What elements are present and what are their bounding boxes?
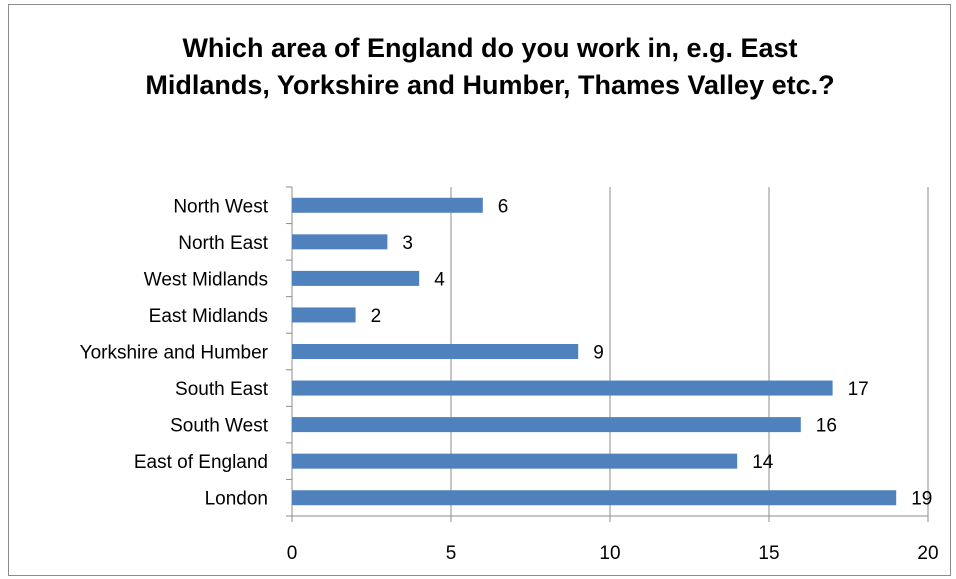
data-label: 2 [371,306,382,327]
x-tick-label: 5 [446,543,457,564]
chart-frame [8,4,951,576]
category-label: North East [178,233,268,254]
data-label: 14 [752,452,774,473]
bar [292,344,579,359]
category-label: West Midlands [144,269,268,290]
data-label: 17 [848,379,869,400]
x-tick-label: 15 [758,543,779,564]
bar [292,307,356,323]
bars [292,197,897,506]
category-label: Yorkshire and Humber [80,343,269,364]
data-label: 19 [911,489,932,510]
x-tick-label: 10 [599,543,620,564]
chart-title: Which area of England do you work in, e.… [145,33,835,100]
category-label: South West [170,416,269,437]
bar [292,197,483,213]
bar [292,234,388,250]
data-label: 4 [434,269,445,290]
labels: 0 5 10 15 20 North West 6 North East 3 West Midla… [80,196,939,564]
bar [292,380,833,396]
bar [292,270,420,286]
data-label: 3 [402,233,413,254]
data-label: 16 [816,416,837,437]
bar [292,490,897,506]
bar [292,453,738,469]
x-tick-label: 0 [287,543,298,564]
data-label: 9 [593,343,604,364]
category-label: East Midlands [149,306,268,327]
bar [292,417,801,433]
category-label: North West [173,196,268,217]
x-tick-label: 20 [917,543,938,564]
data-label: 6 [498,196,509,217]
category-label: East of England [134,452,268,473]
category-label: London [205,489,268,510]
category-label: South East [175,379,269,400]
